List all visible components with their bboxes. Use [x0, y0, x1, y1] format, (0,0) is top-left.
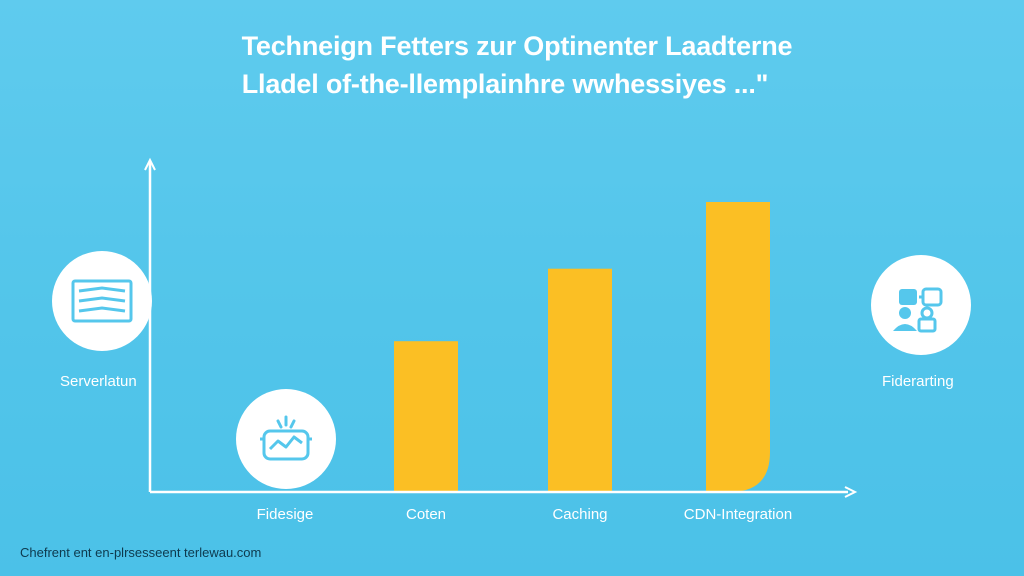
bar-caching	[548, 268, 612, 492]
chart-title-line-2: Lladel of-the-llemplainhre wwhessiyes ..…	[241, 69, 769, 99]
monitor-chart-icon	[260, 415, 312, 461]
bars-group	[394, 202, 770, 492]
side-label-left: Serverlatun	[60, 373, 137, 390]
x-axis-arrow	[844, 486, 858, 498]
network-users-icon-badge	[871, 255, 971, 355]
chart-title-line-1: Techneign Fetters zur Optinenter Laadter…	[241, 31, 793, 61]
x-tick-label: Coten	[405, 506, 447, 523]
side-label-right: Fiderarting	[882, 373, 954, 390]
server-stack-icon	[71, 279, 133, 323]
y-axis-arrow	[144, 157, 156, 171]
x-tick-label: Fidesige	[256, 506, 314, 523]
x-tick-label: CDN-Integration	[683, 506, 793, 523]
server-stack-icon-badge	[52, 251, 152, 351]
network-users-icon	[893, 287, 943, 333]
footer-caption: Chefrent ent en-plrsesseent terlewau.com	[20, 545, 262, 560]
bar-cdn-integration	[706, 202, 770, 492]
monitor-chart-icon-badge	[236, 389, 336, 489]
bar-coten	[394, 341, 458, 492]
x-tick-label: Caching	[552, 506, 608, 523]
